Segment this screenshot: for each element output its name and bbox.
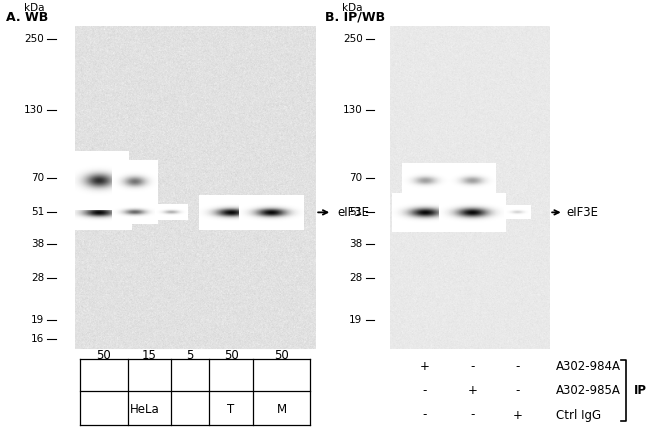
Text: 5: 5 — [187, 349, 194, 362]
Text: +: + — [468, 384, 478, 397]
Text: M: M — [276, 403, 287, 416]
Text: Ctrl IgG: Ctrl IgG — [556, 408, 601, 422]
Text: 130: 130 — [24, 105, 44, 115]
Text: eIF3E: eIF3E — [337, 206, 369, 219]
Text: A302-984A: A302-984A — [556, 360, 621, 373]
Text: 51: 51 — [31, 207, 44, 217]
Text: -: - — [471, 360, 475, 373]
Text: -: - — [515, 360, 519, 373]
Text: IP: IP — [634, 384, 647, 397]
Text: -: - — [423, 408, 427, 422]
Text: -: - — [423, 384, 427, 397]
Text: HeLa: HeLa — [129, 403, 159, 416]
Text: 50: 50 — [224, 349, 239, 362]
Text: T: T — [227, 403, 235, 416]
Text: 50: 50 — [274, 349, 289, 362]
Text: 38: 38 — [349, 239, 363, 249]
Text: 70: 70 — [350, 173, 363, 183]
Text: kDa: kDa — [342, 3, 363, 13]
Text: kDa: kDa — [23, 3, 44, 13]
Text: 28: 28 — [31, 273, 44, 283]
Text: 15: 15 — [142, 349, 157, 362]
Text: 51: 51 — [349, 207, 363, 217]
Text: 19: 19 — [31, 315, 44, 325]
Text: A302-985A: A302-985A — [556, 384, 621, 397]
Text: 38: 38 — [31, 239, 44, 249]
Text: 28: 28 — [349, 273, 363, 283]
Text: 130: 130 — [343, 105, 363, 115]
Text: +: + — [420, 360, 430, 373]
Text: A. WB: A. WB — [6, 11, 49, 24]
Text: 16: 16 — [31, 334, 44, 344]
Text: eIF3E: eIF3E — [567, 206, 599, 219]
Text: 50: 50 — [96, 349, 111, 362]
Text: 70: 70 — [31, 173, 44, 183]
Text: 19: 19 — [349, 315, 363, 325]
Text: -: - — [515, 384, 519, 397]
Text: -: - — [471, 408, 475, 422]
Text: +: + — [512, 408, 523, 422]
Text: 250: 250 — [24, 34, 44, 44]
Text: 250: 250 — [343, 34, 363, 44]
Text: B. IP/WB: B. IP/WB — [325, 11, 385, 24]
